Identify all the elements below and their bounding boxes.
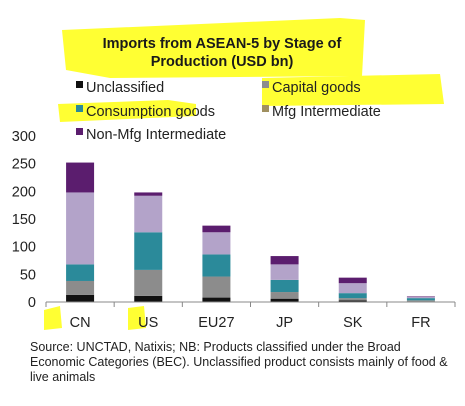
- legend-label-1: Capital goods: [272, 80, 361, 96]
- highlight-capital-goods: [262, 74, 444, 106]
- bar-EU27-series-4: [202, 232, 231, 255]
- bar-JP-series-2: [270, 279, 299, 293]
- legend-swatch-4: [76, 128, 83, 135]
- bar-CN-series-2: [66, 264, 95, 281]
- x-axis: CN US EU27 JP SK FR: [45, 301, 456, 331]
- legend-swatch-0: [76, 81, 83, 88]
- bar-FR-series-2: [406, 298, 435, 301]
- y-tick-label-0: 0: [28, 295, 36, 311]
- legend-swatch-2: [76, 105, 83, 112]
- bar-SK-series-1: [338, 298, 367, 301]
- x-tick-label-FR: FR: [411, 315, 430, 331]
- bar-EU27-series-1: [202, 276, 231, 298]
- y-tick-label-6: 300: [12, 129, 36, 145]
- x-tick-label-US: US: [138, 315, 158, 331]
- bar-SK-series-5: [338, 277, 367, 284]
- bar-US-series-5: [134, 192, 163, 196]
- bar-JP-series-4: [270, 264, 299, 280]
- y-tick-label-5: 250: [12, 157, 36, 173]
- bar-SK-series-2: [338, 293, 367, 299]
- highlighter-marks: [44, 18, 444, 330]
- bar-FR-series-5: [406, 296, 435, 298]
- legend-label-0: Unclassified: [86, 80, 164, 96]
- bar-US-series-2: [134, 232, 163, 270]
- bar-SK-series-0: [338, 300, 367, 302]
- legend-label-4: Non-Mfg Intermediate: [86, 127, 226, 143]
- x-tick-label-CN: CN: [70, 315, 91, 331]
- bar-FR-series-1: [406, 300, 435, 302]
- bar-JP-series-5: [270, 256, 299, 265]
- legend: Unclassified Capital goods Consumption goo…: [76, 80, 381, 143]
- y-tick-label-4: 200: [12, 184, 36, 200]
- chart-title-line-2: Production (USD bn): [151, 54, 294, 70]
- x-tick-label-SK: SK: [343, 315, 363, 331]
- bar-CN-series-1: [66, 280, 95, 295]
- bar-CN-series-4: [66, 192, 95, 265]
- chart-title-line-1: Imports from ASEAN-5 by Stage of: [103, 36, 342, 52]
- bars: [66, 162, 435, 302]
- bar-EU27-series-0: [202, 297, 231, 302]
- x-tick-label-JP: JP: [276, 315, 293, 331]
- bar-CN-series-5: [66, 162, 95, 193]
- bar-US-series-1: [134, 269, 163, 296]
- bar-JP-series-1: [270, 292, 299, 299]
- x-tick-label-EU27: EU27: [198, 315, 234, 331]
- source-note: Source: UNCTAD, Natixis; NB: Products cl…: [30, 340, 448, 384]
- legend-label-3: Mfg Intermediate: [272, 104, 381, 120]
- legend-label-2: Consumption goods: [86, 104, 215, 120]
- y-axis: 0 50 100 150 200 250 300: [12, 129, 36, 311]
- bar-EU27-series-2: [202, 254, 231, 277]
- y-tick-label-3: 150: [12, 212, 36, 228]
- legend-swatch-3: [262, 105, 269, 112]
- bar-US-series-4: [134, 195, 163, 233]
- bar-EU27-series-5: [202, 225, 231, 233]
- bar-CN-series-0: [66, 294, 95, 302]
- bar-FR-series-4: [406, 297, 435, 299]
- legend-swatch-1: [262, 81, 269, 88]
- highlight-consumption-goods: [58, 100, 196, 122]
- highlight-us: [128, 306, 146, 330]
- highlight-cn: [44, 306, 62, 330]
- highlight-title: [62, 18, 365, 78]
- bar-SK-series-4: [338, 283, 367, 294]
- bar-JP-series-0: [270, 298, 299, 302]
- y-tick-label-2: 100: [12, 240, 36, 256]
- y-tick-label-1: 50: [20, 267, 36, 283]
- bar-US-series-0: [134, 295, 163, 302]
